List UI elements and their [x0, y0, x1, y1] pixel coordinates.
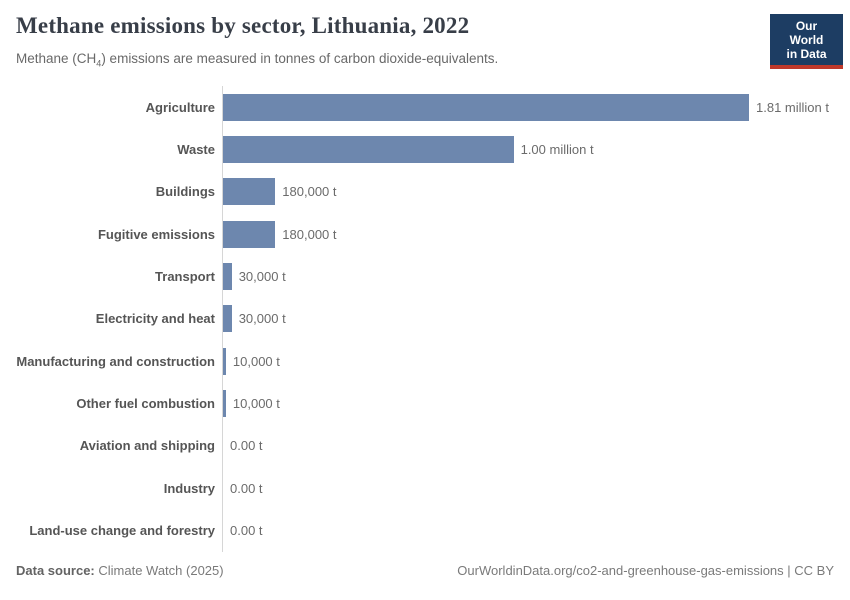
category-label: Waste — [177, 142, 215, 158]
value-label: 30,000 t — [238, 311, 286, 327]
bar-area: 10,000 t — [222, 340, 834, 383]
subtitle-prefix: Methane (CH — [16, 51, 97, 66]
chart-row: Other fuel combustion 10,000 t — [16, 382, 834, 425]
chart-row: Transport 30,000 t — [16, 255, 834, 298]
owid-logo: Our World in Data — [770, 14, 843, 69]
category-label: Aviation and shipping — [79, 438, 215, 454]
value-label: 180,000 t — [282, 226, 337, 242]
bar-area: 1.81 million t — [222, 86, 834, 129]
bar-area: 0.00 t — [222, 467, 834, 510]
value-label: 0.00 t — [230, 438, 263, 454]
category-label: Transport — [155, 269, 215, 285]
page-title: Methane emissions by sector, Lithuania, … — [16, 13, 470, 38]
category-label: Agriculture — [145, 99, 215, 115]
chart-row: Electricity and heat 30,000 t — [16, 297, 834, 341]
chart-row: Land-use change and forestry 0.00 t — [16, 509, 834, 552]
bar[interactable] — [223, 178, 276, 206]
chart-row: Aviation and shipping 0.00 t — [16, 424, 834, 468]
bar-area: 1.00 million t — [222, 128, 834, 171]
chart-row: Buildings 180,000 t — [16, 170, 834, 214]
bar[interactable] — [223, 93, 749, 121]
value-label: 1.00 million t — [520, 142, 594, 158]
category-label: Electricity and heat — [95, 311, 215, 327]
value-label: 0.00 t — [230, 480, 263, 496]
data-source: Data source: Climate Watch (2025) — [16, 563, 224, 578]
owid-logo-line2: in Data — [786, 47, 827, 61]
bar[interactable] — [223, 347, 226, 375]
value-label: 1.81 million t — [756, 99, 829, 115]
category-label: Industry — [163, 480, 215, 496]
bar-rows: Agriculture 1.81 million t Waste 1.00 milli… — [16, 86, 834, 552]
bar-area: 0.00 t — [222, 509, 834, 552]
bar[interactable] — [223, 305, 232, 333]
chart-row: Manufacturing and construction 10,000 t — [16, 340, 834, 383]
chart-row: Fugitive emissions 180,000 t — [16, 213, 834, 256]
subtitle-subscript: 4 — [96, 58, 102, 69]
data-source-value: Climate Watch (2025) — [94, 563, 224, 578]
subtitle-suffix: ) emissions are measured in tonnes of ca… — [101, 51, 499, 66]
value-label: 10,000 t — [232, 353, 280, 369]
bar-area: 10,000 t — [222, 382, 834, 425]
category-label: Manufacturing and construction — [16, 353, 215, 369]
bar-area: 180,000 t — [222, 170, 834, 214]
chart-row: Waste 1.00 million t — [16, 128, 834, 171]
bar-area: 30,000 t — [222, 255, 834, 298]
chart-row: Agriculture 1.81 million t — [16, 86, 834, 129]
bar-area: 180,000 t — [222, 213, 834, 256]
bar[interactable] — [223, 136, 514, 164]
bar[interactable] — [223, 263, 232, 291]
value-label: 180,000 t — [282, 184, 337, 200]
bar-chart: Agriculture 1.81 million t Waste 1.00 milli… — [16, 86, 834, 552]
chart-subtitle: Methane (CH4) emissions are measured in … — [16, 51, 498, 69]
bar-area: 0.00 t — [222, 424, 834, 468]
value-label: 10,000 t — [232, 396, 280, 412]
chart-footer: Data source: Climate Watch (2025) OurWor… — [16, 563, 834, 578]
category-label: Land-use change and forestry — [29, 523, 215, 539]
data-source-label: Data source: — [16, 563, 95, 578]
chart-row: Industry 0.00 t — [16, 467, 834, 510]
bar-area: 30,000 t — [222, 297, 834, 341]
category-label: Fugitive emissions — [97, 226, 215, 242]
value-label: 0.00 t — [230, 523, 263, 539]
bar[interactable] — [223, 220, 276, 248]
owid-logo-line1: Our World — [789, 19, 824, 47]
category-label: Other fuel combustion — [76, 396, 215, 412]
value-label: 30,000 t — [238, 269, 286, 285]
bar[interactable] — [223, 390, 226, 418]
category-label: Buildings — [155, 184, 215, 200]
attribution-link[interactable]: OurWorldinData.org/co2-and-greenhouse-ga… — [457, 563, 834, 578]
